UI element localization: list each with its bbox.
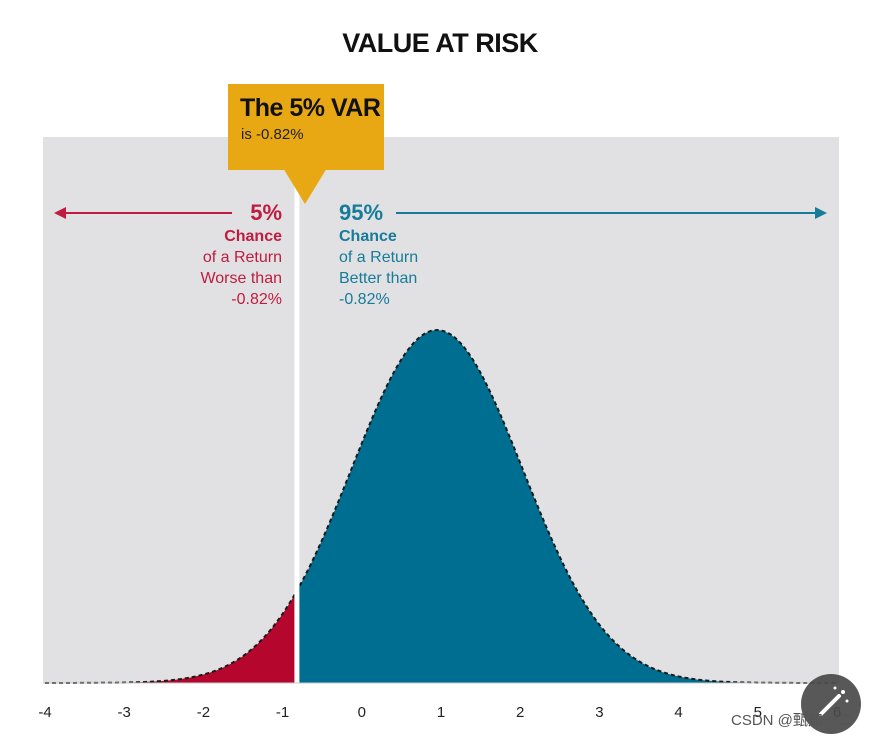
- right-line-2: of a Return: [339, 249, 419, 266]
- left-line-1: Chance: [224, 228, 282, 245]
- x-tick-label: -2: [197, 704, 210, 721]
- x-tick-label: 5: [754, 704, 762, 721]
- right-annotation: 95% Chance of a Return Better than -0.82…: [339, 200, 418, 310]
- right-line-4: -0.82%: [339, 291, 390, 308]
- right-percent: 95%: [339, 200, 384, 225]
- x-tick-label: 2: [516, 704, 524, 721]
- x-tick-label: 3: [595, 704, 603, 721]
- right-arrow-head: [815, 207, 827, 219]
- left-line-3: Worse than: [200, 270, 282, 287]
- x-tick-label: 4: [674, 704, 682, 721]
- left-line-4: -0.82%: [231, 291, 282, 308]
- var-callout-heading: The 5% VAR: [240, 94, 381, 122]
- x-tick-label: -4: [38, 704, 51, 721]
- watermark-text: CSDN @甄知一二: [731, 712, 853, 729]
- magic-wand-icon[interactable]: [801, 674, 861, 734]
- x-tick-label: -1: [276, 704, 289, 721]
- tail-region-area: [45, 590, 297, 683]
- left-annotation: 5% Chance of a Return Worse than -0.82%: [200, 200, 282, 310]
- var-callout-pointer: [283, 168, 327, 204]
- chart-title: VALUE AT RISK: [342, 28, 538, 58]
- x-tick-label: 0: [358, 704, 366, 721]
- right-line-1: Chance: [339, 228, 397, 245]
- var-threshold-line: [294, 140, 300, 683]
- var-callout-subtext: is -0.82%: [241, 126, 304, 143]
- x-tick-label: 1: [437, 704, 445, 721]
- left-line-2: of a Return: [202, 249, 282, 266]
- x-tick-label: -3: [118, 704, 131, 721]
- left-arrow-head: [54, 207, 66, 219]
- main-region-area: [296, 330, 837, 683]
- left-percent: 5%: [250, 200, 282, 225]
- right-line-3: Better than: [339, 270, 418, 287]
- var-callout-box: [228, 84, 384, 170]
